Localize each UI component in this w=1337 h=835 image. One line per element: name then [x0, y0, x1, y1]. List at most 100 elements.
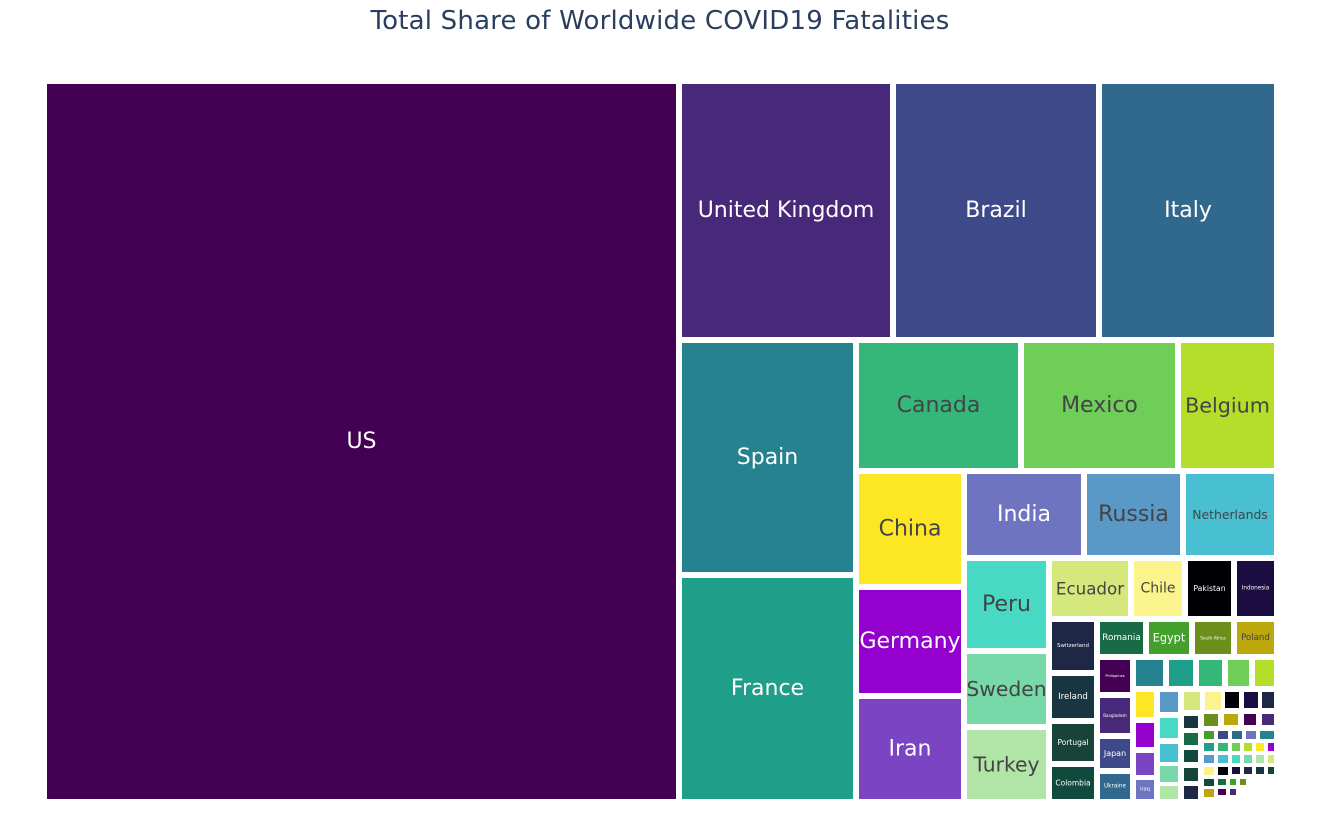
treemap-mini-tile [1232, 731, 1242, 739]
treemap-tile-label: South Africa [1200, 636, 1226, 641]
treemap-tile-rect [1052, 767, 1094, 799]
treemap-tile-peru[interactable]: Peru [967, 561, 1046, 648]
treemap-mini-tile [1218, 731, 1228, 739]
treemap-tile-colombia[interactable]: Colombia [1052, 767, 1094, 799]
treemap-tile-sweden[interactable]: Sweden [966, 654, 1047, 724]
treemap-mini-tile [1169, 660, 1193, 686]
treemap-tile-spain[interactable]: Spain [682, 343, 853, 572]
treemap-tile-ukraine[interactable]: Ukraine [1100, 774, 1130, 799]
treemap-tile-label: Bangladesh [1103, 713, 1127, 718]
treemap-tile-chile[interactable]: Chile [1134, 561, 1182, 616]
treemap-tile-iran[interactable]: Iran [859, 699, 961, 799]
treemap-tile-rect [682, 343, 853, 572]
treemap-tile-rect [1136, 780, 1154, 799]
treemap-tile-rect [1100, 739, 1130, 768]
treemap-mini-tile [1246, 731, 1256, 739]
treemap-tile-rect [1052, 622, 1094, 670]
treemap-tile-rect [1024, 343, 1175, 468]
treemap-tile-indonesia[interactable]: Indonesia [1237, 561, 1274, 616]
treemap-tile-egypt[interactable]: Egypt [1149, 622, 1189, 654]
treemap-mini-tile [1160, 692, 1178, 712]
treemap-mini-tile [1204, 767, 1214, 775]
treemap-tile-label: Turkey [972, 753, 1039, 777]
treemap-tile-china[interactable]: China [859, 474, 961, 584]
treemap-tile-belgium[interactable]: Belgium [1181, 343, 1274, 468]
treemap-tile-label: Canada [897, 393, 981, 418]
treemap-tile-romania[interactable]: Romania [1100, 622, 1143, 654]
treemap-mini-tile [1136, 660, 1163, 686]
treemap-mini-tile [1225, 692, 1239, 708]
treemap-tile-label: Netherlands [1192, 507, 1268, 522]
treemap-tile-turkey[interactable]: Turkey [967, 730, 1046, 799]
treemap-mini-tile [1244, 767, 1252, 774]
treemap-tile-label: France [731, 676, 804, 701]
treemap-tile-rect [1181, 343, 1274, 468]
treemap-tile-united-kingdom[interactable]: United Kingdom [682, 84, 890, 337]
treemap-tile-label: Peru [982, 592, 1031, 617]
treemap-tile-brazil[interactable]: Brazil [896, 84, 1096, 337]
treemap-tile-rect [47, 84, 676, 799]
treemap-tile-label: Italy [1164, 198, 1212, 223]
treemap-tile-rect [1100, 660, 1130, 692]
treemap-tile-netherlands[interactable]: Netherlands [1186, 474, 1274, 555]
treemap-tile-iraq[interactable]: Iraq [1136, 780, 1154, 799]
treemap-tile-label: Poland [1241, 633, 1270, 643]
treemap-tile-switzerland[interactable]: Switzerland [1052, 622, 1094, 670]
treemap-tile-rect [1237, 622, 1274, 654]
treemap-mini-tile [1136, 723, 1154, 747]
treemap-tile-label: Spain [737, 445, 798, 470]
treemap-mini-tile [1228, 660, 1249, 686]
treemap-tile-rect [967, 654, 1046, 724]
treemap-tile-bangladesh[interactable]: Bangladesh [1100, 698, 1130, 733]
treemap-tile-label: Iran [889, 737, 932, 762]
treemap-tile-rect [896, 84, 1096, 337]
treemap-mini-tile [1232, 743, 1240, 751]
treemap-tile-france[interactable]: France [682, 578, 853, 799]
treemap-mini-tile [1268, 755, 1274, 763]
treemap-mini-tile [1204, 743, 1214, 751]
treemap-tile-rect [1100, 774, 1130, 799]
treemap-mini-tile [1240, 779, 1246, 785]
treemap-mini-tile [1184, 750, 1198, 762]
treemap-mini-tile [1232, 755, 1240, 763]
treemap-tile-label: India [997, 502, 1051, 527]
treemap-tile-canada[interactable]: Canada [859, 343, 1018, 468]
treemap-tile-italy[interactable]: Italy [1102, 84, 1274, 337]
treemap-tile-south-africa[interactable]: South Africa [1195, 622, 1231, 654]
treemap-tile-rect [1188, 561, 1231, 616]
treemap-mini-tile [1136, 692, 1154, 717]
treemap-tile-rect [1186, 474, 1274, 555]
treemap-mini-tile [1199, 660, 1222, 686]
treemap-tile-mexico[interactable]: Mexico [1024, 343, 1175, 468]
treemap-tile-label: Pakistan [1193, 584, 1225, 593]
treemap-tile-label: Colombia [1055, 779, 1090, 788]
treemap-tile-rect [1052, 724, 1094, 761]
treemap-mini-tile [1218, 767, 1228, 775]
treemap-tile-label: Mexico [1061, 393, 1138, 418]
treemap-mini-tile [1184, 733, 1198, 745]
treemap-mini-tile [1268, 743, 1274, 751]
treemap-mini-tile [1184, 786, 1198, 799]
treemap-tile-label: Russia [1098, 502, 1169, 527]
treemap-tile-russia[interactable]: Russia [1087, 474, 1180, 555]
treemap-tile-poland[interactable]: Poland [1237, 622, 1274, 654]
treemap-tile-portugal[interactable]: Portugal [1052, 724, 1094, 761]
treemap-tile-ireland[interactable]: Ireland [1052, 676, 1094, 718]
treemap-mini-tile [1184, 716, 1198, 728]
treemap-tile-rect [967, 730, 1046, 799]
treemap-tile-germany[interactable]: Germany [859, 590, 961, 693]
treemap-tile-ecuador[interactable]: Ecuador [1052, 561, 1128, 616]
treemap-tile-label: Ireland [1058, 692, 1088, 702]
treemap-tile-japan[interactable]: Japan [1100, 739, 1130, 768]
treemap-mini-tile [1230, 779, 1236, 785]
treemap-tile-label: Egypt [1153, 632, 1186, 645]
treemap-tile-india[interactable]: India [967, 474, 1081, 555]
treemap-mini-tile [1218, 743, 1228, 751]
treemap-tile-philippines[interactable]: Philippines [1100, 660, 1130, 692]
treemap-mini-tile [1218, 779, 1226, 785]
treemap-tile-rect [682, 84, 890, 337]
treemap-mini-tile [1205, 692, 1221, 710]
treemap-tile-pakistan[interactable]: Pakistan [1188, 561, 1231, 616]
treemap-tile-us[interactable]: US [47, 84, 676, 799]
treemap-mini-tile [1244, 755, 1252, 763]
